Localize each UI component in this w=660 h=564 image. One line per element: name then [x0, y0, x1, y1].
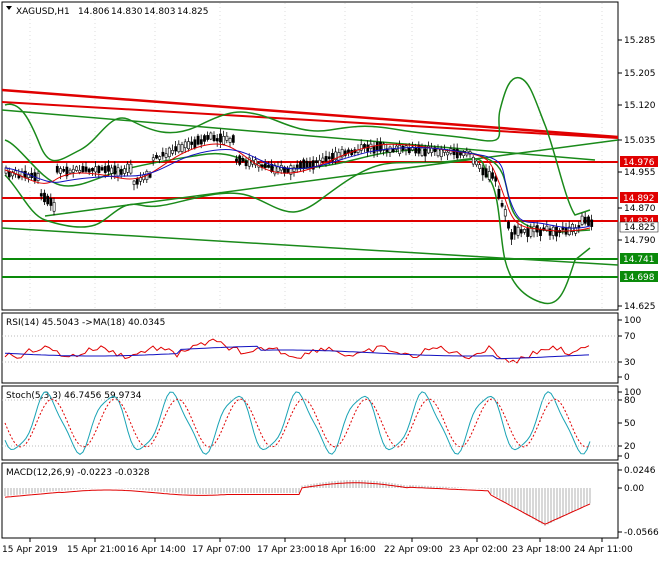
- current-price-tag: 14.825: [619, 221, 659, 233]
- time-tick-label: 17 Apr 23:00: [257, 545, 316, 555]
- time-tick-label: 22 Apr 09:00: [384, 545, 443, 555]
- trend-lines: [1, 88, 619, 266]
- stoch-tick-label: 0: [624, 452, 630, 462]
- trend-line-red-1: [1, 88, 619, 139]
- level-tag-label: 14.892: [623, 194, 655, 204]
- macd-tick-label: -0.0566: [624, 528, 659, 538]
- time-tick-label: 24 Apr 11:00: [574, 545, 633, 555]
- high-value: 14.830: [111, 7, 143, 17]
- time-tick-label: 15 Apr 21:00: [67, 545, 126, 555]
- price-tick-label: 14.870: [624, 204, 656, 214]
- stoch-main-line: [4, 391, 591, 456]
- trend-line-green-1: [1, 109, 596, 161]
- rsi-tick-label: 0: [624, 373, 630, 383]
- symbol-label: XAGUSD,H1: [16, 7, 70, 17]
- macd-tick-label: 0.0246: [624, 466, 656, 476]
- main-price-panel[interactable]: [1, 1, 619, 311]
- time-tick-label: 23 Apr 02:00: [449, 545, 508, 555]
- price-tick-label: 15.120: [624, 101, 656, 111]
- low-value: 14.803: [144, 7, 176, 17]
- stoch-tick-label: 100: [624, 388, 641, 398]
- macd-axis: 0.0246 0.00 -0.0566: [618, 466, 659, 538]
- trend-line-red-2: [1, 101, 619, 139]
- level-tag-label: 14.698: [623, 273, 655, 283]
- bollinger-upper: [4, 76, 591, 216]
- time-tick-label: 23 Apr 18:00: [512, 545, 571, 555]
- price-axis[interactable]: 15.285 15.205 15.120 15.035 14.955 14.870 14.7…: [618, 36, 656, 312]
- price-tick-label: 15.205: [624, 69, 656, 79]
- macd-signal-line: [4, 482, 591, 525]
- price-tick-label: 14.790: [624, 236, 656, 246]
- stoch-tick-label: 50: [624, 419, 636, 429]
- time-tick-label: 15 Apr 2019: [2, 545, 58, 555]
- chart-header: XAGUSD,H1 14.806 14.830 14.803 14.825: [6, 6, 209, 17]
- time-tick-label: 17 Apr 07:00: [192, 545, 251, 555]
- price-tick-label: 15.035: [624, 136, 656, 146]
- price-tick-label: 14.625: [624, 302, 656, 312]
- open-value: 14.806: [78, 7, 110, 17]
- rsi-ma-line: [4, 345, 590, 360]
- stoch-label: Stoch(5,3,3) 46.7456 59.9734: [6, 391, 142, 401]
- rsi-tick-label: 70: [624, 332, 636, 342]
- macd-indicator: MACD(12,26,9) -0.0223 -0.0328: [4, 468, 591, 526]
- rsi-label: RSI(14) 45.5043 ->MA(18) 40.0345: [6, 318, 165, 328]
- rsi-tick-label: 30: [624, 358, 636, 368]
- bollinger-lower: [4, 158, 591, 305]
- level-tag-label: 14.741: [623, 255, 655, 265]
- time-axis[interactable]: 15 Apr 2019 15 Apr 21:00 16 Apr 14:00 17 Ap…: [2, 538, 633, 555]
- stoch-indicator: Stoch(5,3,3) 46.7456 59.9734: [4, 391, 591, 456]
- macd-histogram: [4, 480, 591, 526]
- close-value: 14.825: [177, 7, 209, 17]
- rsi-line: [4, 338, 590, 364]
- rsi-axis: 100 70 30 0: [2, 316, 641, 383]
- stoch-tick-label: 20: [624, 442, 636, 452]
- trend-line-green-3: [1, 227, 619, 266]
- level-tag-label: 14.976: [623, 158, 655, 168]
- ma-slow-blue: [4, 147, 591, 229]
- rsi-indicator: RSI(14) 45.5043 ->MA(18) 40.0345: [4, 318, 590, 364]
- time-tick-label: 18 Apr 16:00: [317, 545, 376, 555]
- moving-averages: [4, 143, 591, 232]
- price-tick-label: 14.955: [624, 168, 656, 178]
- current-price-label: 14.825: [624, 223, 656, 233]
- macd-label: MACD(12,26,9) -0.0223 -0.0328: [6, 468, 150, 478]
- stoch-panel[interactable]: [1, 385, 619, 461]
- trend-line-green-2: [44, 139, 619, 217]
- stoch-signal-line: [4, 398, 591, 448]
- price-tick-label: 15.285: [624, 36, 656, 46]
- dropdown-triangle-icon: [6, 6, 12, 10]
- macd-tick-label: 0.00: [624, 484, 644, 494]
- time-tick-label: 16 Apr 14:00: [127, 545, 186, 555]
- rsi-tick-label: 100: [624, 316, 641, 326]
- stoch-tick-label: 80: [624, 396, 636, 406]
